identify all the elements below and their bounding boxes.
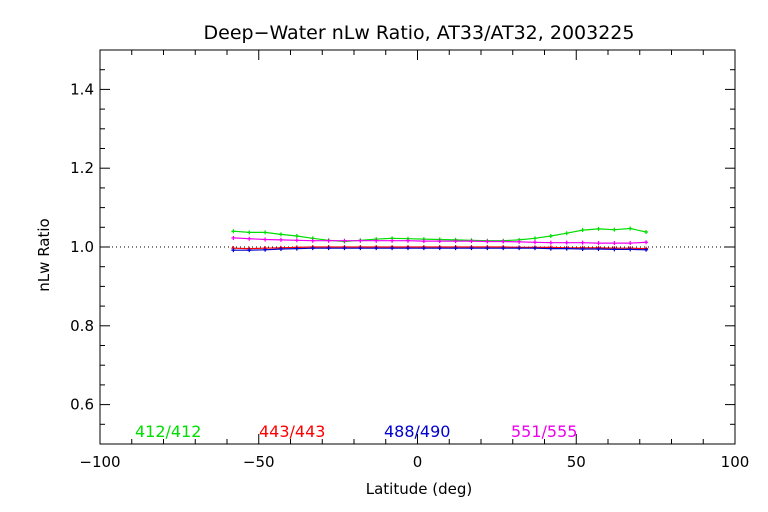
- data-point: [263, 237, 268, 242]
- y-tick-label: 1.4: [70, 80, 94, 98]
- data-point: [644, 230, 649, 235]
- legend: 412/412 443/443 488/490 551/555: [135, 422, 577, 441]
- data-point: [628, 226, 633, 231]
- data-point: [374, 238, 379, 243]
- data-point: [231, 229, 236, 234]
- x-tick-label: −50: [243, 453, 275, 471]
- data-point: [453, 246, 458, 251]
- data-point: [278, 246, 283, 251]
- data-point: [644, 240, 649, 245]
- data-point: [628, 247, 633, 252]
- data-point: [405, 238, 410, 243]
- data-point: [358, 246, 363, 251]
- data-point: [532, 246, 537, 251]
- data-point: [231, 235, 236, 240]
- data-point: [580, 246, 585, 251]
- data-point: [469, 246, 474, 251]
- data-point: [532, 236, 537, 241]
- data-point: [326, 246, 331, 251]
- legend-entry: 412/412: [135, 422, 201, 441]
- x-axis-label: Latitude (deg): [366, 480, 472, 498]
- data-point: [278, 232, 283, 237]
- data-point: [421, 239, 426, 244]
- data-point: [628, 241, 633, 246]
- data-point: [294, 246, 299, 251]
- data-point: [612, 227, 617, 232]
- data-point: [596, 246, 601, 251]
- data-point: [294, 238, 299, 243]
- data-point: [421, 246, 426, 251]
- data-point: [564, 231, 569, 236]
- data-point: [612, 241, 617, 246]
- data-point: [310, 246, 315, 251]
- data-point: [358, 238, 363, 243]
- data-point: [469, 239, 474, 244]
- data-point: [501, 239, 506, 244]
- legend-entry: 488/490: [384, 422, 450, 441]
- x-tick-label: 50: [567, 453, 586, 471]
- series-488-490: [231, 246, 649, 253]
- y-tick-label: 0.8: [70, 317, 94, 335]
- data-point: [596, 241, 601, 246]
- data-point: [390, 246, 395, 251]
- data-point: [342, 246, 347, 251]
- data-point: [231, 248, 236, 253]
- data-point: [437, 246, 442, 251]
- series-551-555: [231, 235, 649, 246]
- data-point: [374, 246, 379, 251]
- data-point: [247, 230, 252, 235]
- data-point: [548, 240, 553, 245]
- data-point: [405, 246, 410, 251]
- data-point: [532, 240, 537, 245]
- axis-ticks: −100 −50 0 50 100 0.6 0.8 1.0 1.2 1.4: [70, 49, 750, 471]
- data-point: [263, 230, 268, 235]
- y-tick-label: 1.0: [70, 238, 94, 256]
- data-point: [564, 240, 569, 245]
- data-point: [485, 246, 490, 251]
- series-group: [231, 226, 649, 253]
- x-tick-label: 0: [413, 453, 423, 471]
- data-point: [278, 237, 283, 242]
- data-point: [644, 247, 649, 252]
- legend-entry: 551/555: [511, 422, 577, 441]
- data-point: [596, 226, 601, 231]
- data-point: [263, 247, 268, 252]
- y-axis-label: nLw Ratio: [35, 218, 53, 291]
- x-tick-label: 100: [721, 453, 750, 471]
- data-point: [548, 233, 553, 238]
- legend-entry: 443/443: [259, 422, 325, 441]
- data-point: [310, 238, 315, 243]
- data-point: [485, 239, 490, 244]
- data-point: [437, 239, 442, 244]
- x-tick-label: −100: [79, 453, 120, 471]
- data-point: [247, 236, 252, 241]
- data-point: [453, 239, 458, 244]
- data-point: [580, 228, 585, 233]
- data-point: [564, 246, 569, 251]
- data-point: [326, 238, 331, 243]
- y-tick-label: 0.6: [70, 396, 94, 414]
- data-point: [294, 233, 299, 238]
- data-point: [390, 238, 395, 243]
- data-point: [517, 246, 522, 251]
- data-point: [580, 240, 585, 245]
- data-point: [548, 246, 553, 251]
- data-point: [247, 248, 252, 253]
- chart-title: Deep−Water nLw Ratio, AT33/AT32, 2003225: [204, 22, 635, 44]
- y-tick-label: 1.2: [70, 159, 94, 177]
- data-point: [342, 238, 347, 243]
- data-point: [501, 246, 506, 251]
- data-point: [517, 239, 522, 244]
- data-point: [612, 247, 617, 252]
